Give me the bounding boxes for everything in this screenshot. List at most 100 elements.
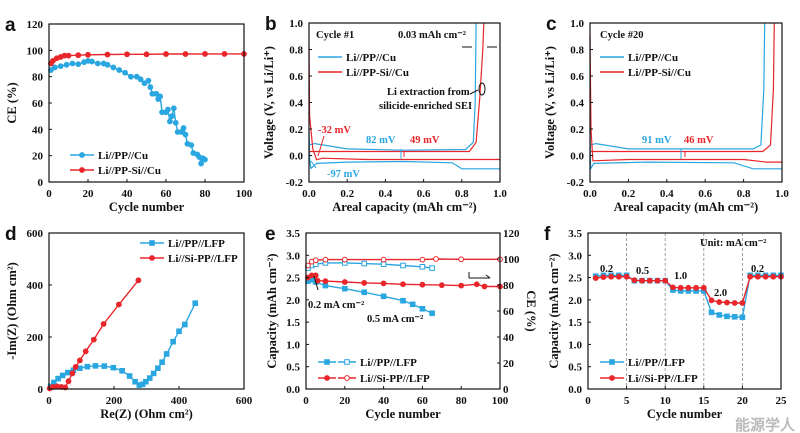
data-point xyxy=(438,282,445,289)
plot-frame xyxy=(48,232,245,390)
data-point xyxy=(700,284,707,291)
legend-label: Li//Si-PP//LFP xyxy=(360,373,430,385)
data-point xyxy=(168,113,175,120)
annotation: 82 mV xyxy=(366,135,396,146)
x-tick-label: 0 xyxy=(46,188,52,200)
legend-item: Li//PP//Cu xyxy=(70,150,148,162)
y-tick-label: 1.5 xyxy=(568,317,582,329)
x-tick-label: 600 xyxy=(236,395,253,407)
x-tick-label: 15 xyxy=(698,395,710,407)
data-point xyxy=(429,310,435,317)
x-tick-label: 40 xyxy=(378,395,390,407)
legend-label: Li//Si-PP//LFP xyxy=(628,373,698,385)
legend-label: Li//PP-Si//Cu xyxy=(628,67,691,79)
annotation: 46 mV xyxy=(684,135,714,146)
legend-label: Li//PP-Si//Cu xyxy=(98,165,161,177)
legend-item: Li//PP-Si//Cu xyxy=(318,67,409,79)
arrow-icon xyxy=(317,135,325,157)
data-point xyxy=(685,284,692,291)
data-point xyxy=(380,280,387,287)
data-point xyxy=(143,378,149,385)
x-tick-label: 40 xyxy=(122,188,134,200)
data-point xyxy=(623,273,630,280)
x-axis-label: Cycle number xyxy=(365,407,441,421)
y-axis-label: Capacity (mAh cm⁻²) xyxy=(265,253,279,368)
data-point xyxy=(639,277,645,284)
x-tick-label: 0.2 xyxy=(340,188,354,200)
data-point xyxy=(708,297,715,304)
data-point xyxy=(163,351,170,357)
arrow-icon xyxy=(485,274,491,279)
data-point xyxy=(137,76,144,83)
x-tick-label: 80 xyxy=(456,395,468,407)
data-point xyxy=(631,277,638,284)
series-li-si-pp-lfp xyxy=(46,277,142,392)
data-point xyxy=(122,69,128,76)
data-point xyxy=(724,299,730,306)
x-tick-label: 0.8 xyxy=(455,188,469,200)
data-point xyxy=(409,301,416,308)
data-point xyxy=(92,363,99,369)
y2-tick-label: 0 xyxy=(503,384,509,396)
y-axis-label: Capacity (mAh cm⁻²) xyxy=(547,253,561,368)
data-point xyxy=(322,256,329,263)
data-point xyxy=(104,51,111,58)
data-point xyxy=(322,278,329,285)
data-point xyxy=(202,50,208,57)
y-tick-label: 3.0 xyxy=(568,250,582,262)
series-li-pp-lfp xyxy=(47,300,199,390)
data-point xyxy=(172,119,179,126)
data-point xyxy=(110,364,117,371)
x-tick-label: 0.0 xyxy=(583,188,597,200)
legend-item: Li//PP//LFP xyxy=(140,238,225,250)
data-point xyxy=(63,61,70,68)
data-point xyxy=(380,256,387,263)
data-point xyxy=(419,256,426,263)
y-tick-label: 0 xyxy=(38,384,44,396)
x-tick-label: 0.2 xyxy=(622,188,636,200)
series-li-pp-si-cu xyxy=(48,50,247,67)
panel-letter: e xyxy=(265,224,276,245)
legend-item: Li//Si-PP//LFP xyxy=(318,373,430,385)
data-point xyxy=(163,51,169,57)
x-tick-label: 5 xyxy=(624,395,630,407)
data-point xyxy=(104,61,111,68)
data-point xyxy=(341,256,348,263)
y-tick-label: 3.5 xyxy=(286,228,300,240)
arrow-icon xyxy=(313,275,319,291)
circle-highlight xyxy=(478,82,486,96)
legend-marker xyxy=(344,375,350,381)
x-tick-label: 0.8 xyxy=(737,188,751,200)
x-tick-label: 60 xyxy=(417,395,429,407)
x-tick-label: 10 xyxy=(660,395,672,407)
data-point xyxy=(419,281,426,288)
data-point xyxy=(141,80,148,87)
x-tick-label: 80 xyxy=(200,188,212,200)
data-point xyxy=(157,93,164,100)
data-point xyxy=(380,261,387,267)
data-point xyxy=(188,142,195,149)
legend-item: Li//PP//LFP xyxy=(600,357,685,369)
data-point xyxy=(69,370,76,377)
data-point xyxy=(380,293,387,300)
panel-letter: c xyxy=(546,14,557,35)
data-point xyxy=(361,289,367,296)
series-li-si-pp-lfp-ce xyxy=(305,256,503,269)
data-point xyxy=(115,301,122,308)
y-tick-label: 1.0 xyxy=(286,339,300,351)
panel-letter: d xyxy=(5,224,17,245)
data-point xyxy=(342,285,348,292)
data-point xyxy=(146,375,153,381)
data-point xyxy=(341,279,348,285)
data-point xyxy=(75,52,82,59)
data-point xyxy=(654,277,661,284)
data-point xyxy=(182,131,189,138)
data-point xyxy=(400,262,406,269)
series-line xyxy=(50,60,206,166)
y-tick-label: 0.6 xyxy=(289,71,303,83)
x-tick-label: 20 xyxy=(737,395,749,407)
x-axis-label: Re(Z) (Ohm cm²) xyxy=(100,407,193,421)
data-point xyxy=(770,273,777,280)
y-tick-label: 80 xyxy=(32,72,44,84)
annotation: 49 mV xyxy=(410,135,440,146)
